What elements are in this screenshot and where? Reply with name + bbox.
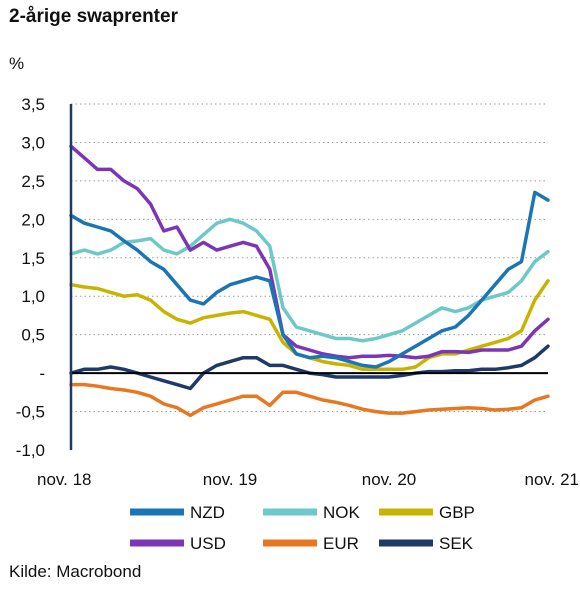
y-tick-label: 3,5 <box>21 95 45 114</box>
y-tick-label: -1,0 <box>16 441 45 460</box>
y-tick-label: 2,5 <box>21 172 45 191</box>
x-tick-label: nov. 18 <box>37 470 92 489</box>
legend-label-gbp: GBP <box>439 503 475 522</box>
source-note: Kilde: Macrobond <box>9 562 142 581</box>
legend-label-sek: SEK <box>439 534 474 553</box>
x-tick-label: nov. 19 <box>203 470 258 489</box>
y-tick-label: - <box>39 364 45 383</box>
y-tick-label: 0,5 <box>21 326 45 345</box>
x-tick-label: nov. 20 <box>362 470 417 489</box>
legend-label-nzd: NZD <box>190 503 225 522</box>
series-line-usd <box>69 144 550 360</box>
axes <box>69 104 548 450</box>
series-line-nok <box>69 217 550 343</box>
y-axis-unit: % <box>9 54 25 73</box>
x-tick-labels: nov. 18 nov. 19 nov. 20 nov. 21 <box>37 470 579 489</box>
legend-label-eur: EUR <box>323 534 359 553</box>
chart-title: 2-årige swaprenter <box>9 6 178 27</box>
legend: NZD NOK GBP USD EUR SEK <box>130 503 475 553</box>
grid-lines <box>71 103 548 413</box>
y-tick-label: -0,5 <box>16 403 45 422</box>
x-tick-label: nov. 21 <box>524 470 579 489</box>
series-lines <box>69 144 550 418</box>
legend-label-usd: USD <box>190 534 226 553</box>
y-tick-labels: 3,5 3,0 2,5 2,0 1,5 1,0 0,5 - -0,5 -1,0 <box>16 95 45 460</box>
legend-label-nok: NOK <box>323 503 361 522</box>
y-tick-label: 3,0 <box>21 133 45 152</box>
y-tick-label: 1,5 <box>21 249 45 268</box>
series-line-nzd <box>69 190 550 369</box>
series-line-eur <box>69 382 550 418</box>
y-tick-label: 2,0 <box>21 210 45 229</box>
y-tick-label: 1,0 <box>21 287 45 306</box>
